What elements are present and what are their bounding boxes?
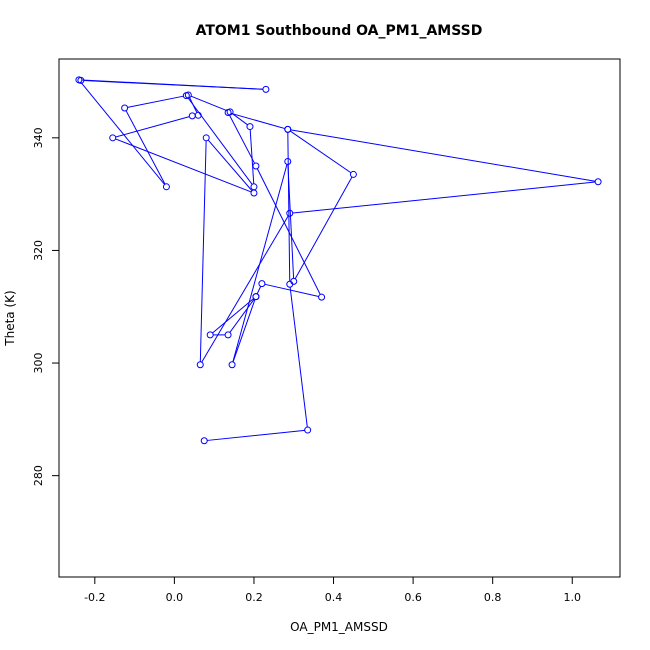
- data-point: [304, 426, 312, 434]
- series-segment: [115, 116, 190, 138]
- series-segment: [264, 283, 319, 297]
- data-point: [250, 189, 258, 197]
- series-segment: [80, 81, 165, 185]
- data-point: [226, 108, 234, 116]
- series-segment: [287, 164, 295, 279]
- data-point: [196, 361, 204, 369]
- data-point: [318, 293, 326, 301]
- series-segment: [125, 110, 166, 185]
- series-segment: [290, 129, 596, 182]
- data-point: [246, 123, 254, 131]
- data-point: [121, 104, 129, 112]
- series-segment: [289, 130, 352, 174]
- series-segment: [83, 80, 263, 90]
- series-segment: [207, 139, 253, 192]
- x-tick-label: -0.2: [84, 591, 105, 604]
- data-point: [109, 134, 117, 142]
- data-point: [228, 361, 236, 369]
- series-segment: [294, 176, 353, 280]
- series-segment: [249, 129, 255, 184]
- x-tick-label: 0.4: [325, 591, 343, 604]
- series-segment: [256, 168, 321, 295]
- series-segment: [199, 140, 207, 362]
- x-axis: -0.2 0.0 0.2 0.4 0.6 0.8 1.0: [84, 576, 582, 604]
- data-point: [258, 280, 266, 288]
- y-tick-label: 300: [32, 353, 45, 374]
- x-axis-label: OA_PM1_AMSSD: [290, 620, 388, 634]
- y-tick-label: 320: [32, 240, 45, 261]
- y-tick-label: 280: [32, 465, 45, 486]
- series-segment: [230, 112, 286, 130]
- data-point: [202, 134, 210, 142]
- data-point: [250, 183, 258, 191]
- plot-frame: [58, 58, 621, 578]
- x-tick-label: 0.0: [166, 591, 184, 604]
- data-point: [252, 293, 260, 301]
- series-layer: [75, 76, 602, 445]
- series-segment: [201, 215, 289, 363]
- data-point: [224, 331, 232, 339]
- data-point: [194, 111, 202, 119]
- x-tick-label: 0.6: [404, 591, 422, 604]
- x-tick-label: 0.8: [484, 591, 502, 604]
- y-tick-label: 340: [32, 127, 45, 148]
- y-axis: 280 300 320 340: [32, 127, 60, 486]
- series-segment: [229, 114, 256, 164]
- data-point: [182, 92, 190, 100]
- chart-title: ATOM1 Southbound OA_PM1_AMSSD: [196, 23, 483, 39]
- series-segment: [207, 429, 305, 441]
- series-segment: [190, 95, 228, 112]
- data-point: [206, 331, 214, 339]
- data-point: [262, 85, 270, 93]
- series-segment: [229, 298, 255, 333]
- data-point: [594, 178, 602, 186]
- data-point: [162, 183, 170, 191]
- data-point: [77, 76, 85, 84]
- series-segment: [232, 113, 248, 126]
- series-segment: [287, 132, 291, 282]
- series-segment: [256, 286, 262, 295]
- data-point: [252, 162, 260, 170]
- data-point: [284, 125, 292, 133]
- series-segment: [127, 95, 184, 108]
- y-axis-label: Theta (K): [3, 290, 17, 346]
- data-point: [200, 437, 208, 445]
- x-tick-label: 1.0: [564, 591, 582, 604]
- data-point: [349, 170, 357, 178]
- series-segment: [289, 287, 308, 428]
- series-segment: [115, 138, 252, 193]
- data-point: [284, 157, 292, 165]
- series-segment: [212, 298, 254, 334]
- data-point: [188, 112, 196, 120]
- series-segment: [232, 299, 256, 363]
- data-point: [286, 209, 294, 217]
- data-point: [290, 277, 298, 285]
- x-tick-label: 0.2: [245, 591, 263, 604]
- series-segment: [292, 181, 596, 214]
